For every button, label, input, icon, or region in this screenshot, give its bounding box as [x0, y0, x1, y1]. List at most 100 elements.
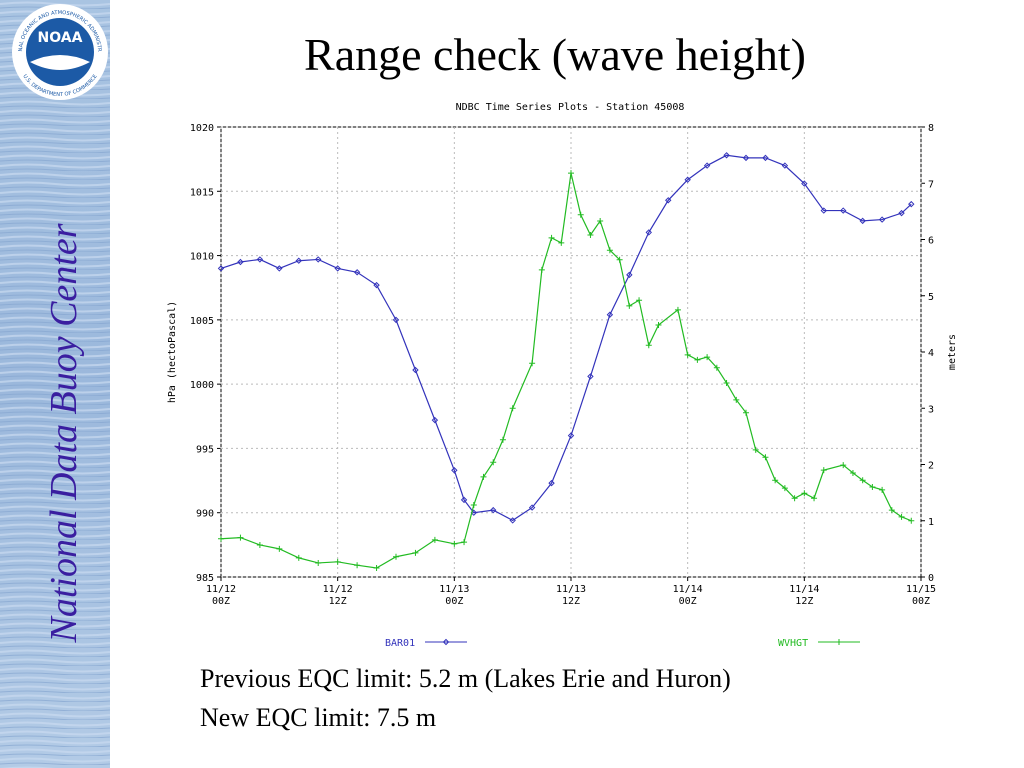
point [334, 265, 341, 272]
point [354, 562, 361, 569]
point [548, 234, 555, 241]
point [451, 467, 458, 474]
logo-disc [26, 18, 94, 86]
x-tick-label: 11/14 00Z [672, 584, 703, 607]
series-line [220, 154, 912, 522]
point [840, 207, 847, 214]
point [801, 180, 808, 187]
point [334, 558, 341, 565]
point [480, 473, 487, 480]
y2-tick-label: 3 [928, 404, 934, 415]
point [684, 351, 691, 358]
point [529, 360, 536, 367]
point [645, 342, 652, 349]
point [393, 553, 399, 560]
legend-marker [442, 638, 450, 646]
y-tick-label: 1015 [190, 187, 214, 198]
x-tick-label: 11/14 12Z [789, 584, 820, 607]
x-tick-label: 11/12 00Z [205, 584, 237, 607]
point [703, 162, 711, 169]
point [859, 477, 866, 484]
point [898, 513, 905, 520]
point [888, 507, 895, 514]
point [237, 534, 244, 541]
point [373, 281, 380, 289]
point [218, 535, 224, 542]
legend-label: BAR01 [385, 638, 415, 649]
sidebar-text: National Data Buoy Center [43, 223, 85, 643]
point [353, 269, 361, 276]
point [616, 256, 623, 263]
point [315, 559, 322, 566]
point [460, 496, 468, 504]
point [743, 409, 749, 416]
y2-tick-label: 1 [928, 517, 934, 528]
point [431, 416, 439, 424]
point [256, 256, 264, 263]
point [781, 162, 789, 169]
y-tick-label: 995 [196, 444, 214, 455]
point [606, 247, 613, 254]
point [713, 364, 720, 371]
y2-tick-label: 4 [928, 348, 934, 359]
point [568, 170, 574, 177]
point [684, 176, 691, 183]
logo-text: NOAA [38, 30, 83, 46]
sidebar-texture [0, 0, 110, 768]
point [752, 446, 759, 453]
point [490, 506, 497, 514]
point [665, 197, 672, 204]
y2-tick-label: 2 [928, 461, 934, 472]
point [781, 485, 788, 492]
note: Previous EQC limit: 5.2 m (Lakes Erie an… [200, 664, 731, 693]
note: New EQC limit: 7.5 m [200, 703, 436, 732]
point [567, 432, 575, 439]
point [597, 217, 604, 224]
point [636, 297, 643, 304]
logo-gull [30, 55, 90, 70]
point [315, 256, 322, 263]
point [723, 152, 730, 159]
point [256, 541, 263, 548]
point [587, 373, 594, 380]
point [237, 258, 244, 266]
point [820, 467, 827, 474]
point [558, 239, 565, 246]
y2-tick-label: 7 [928, 179, 934, 190]
point [811, 495, 818, 502]
y2-tick-label: 6 [928, 236, 934, 247]
point [869, 484, 876, 490]
x-tick-label: 11/12 12Z [322, 584, 353, 607]
point [431, 536, 438, 543]
y-tick-label: 1010 [190, 252, 214, 263]
point [276, 265, 283, 272]
point [723, 379, 730, 386]
point [626, 302, 633, 309]
point [538, 266, 545, 273]
point [879, 486, 886, 493]
y-tick-label: 1000 [190, 380, 214, 391]
point [295, 554, 302, 561]
point [276, 545, 283, 552]
point [733, 396, 740, 403]
point [509, 405, 516, 412]
point [674, 306, 681, 313]
point [412, 366, 419, 374]
point [840, 462, 847, 469]
point [878, 216, 886, 223]
x-tick-label: 11/15 00Z [905, 584, 937, 607]
point [820, 207, 827, 214]
point [742, 154, 750, 162]
chart-title: NDBC Time Series Plots - Station 45008 [456, 102, 685, 113]
point [412, 549, 419, 556]
point [655, 322, 662, 328]
y-tick-label: 1005 [190, 316, 214, 327]
y-tick-label: 985 [196, 573, 214, 584]
y2-tick-label: 5 [928, 292, 934, 303]
point [509, 517, 516, 524]
point [499, 436, 506, 443]
y2-tick-label: 8 [928, 123, 934, 134]
point [451, 540, 458, 547]
